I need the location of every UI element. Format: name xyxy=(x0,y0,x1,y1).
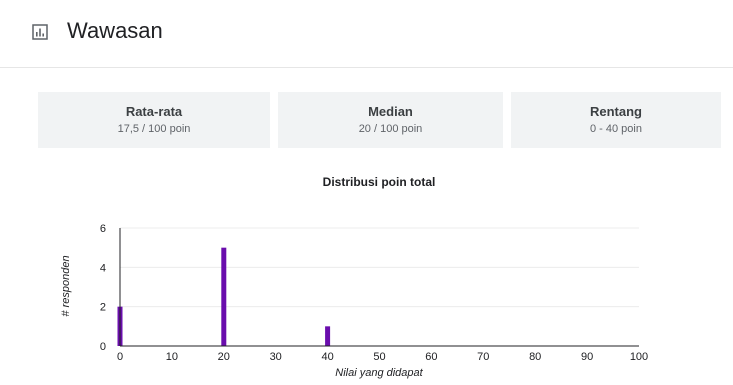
x-tick-label: 0 xyxy=(117,351,123,363)
range-stat-value: 0 - 40 poin xyxy=(590,123,642,135)
insights-header: Wawasan xyxy=(0,0,733,68)
average-stat-value: 17,5 / 100 poin xyxy=(117,123,191,135)
y-tick-label: 6 xyxy=(100,223,106,235)
range-stat-title: Rentang xyxy=(590,104,642,119)
x-tick-label: 70 xyxy=(477,351,489,363)
x-axis-label: Nilai yang didapat xyxy=(335,367,423,379)
y-tick-label: 4 xyxy=(100,262,106,274)
histogram-bar[interactable] xyxy=(221,247,227,346)
page-title: Wawasan xyxy=(67,18,163,43)
average-stat-card: Rata-rata 17,5 / 100 poin xyxy=(38,92,270,148)
x-tick-label: 90 xyxy=(581,351,593,363)
x-tick-label: 100 xyxy=(630,351,648,363)
x-tick-label: 10 xyxy=(166,351,178,363)
median-stat-card: Median 20 / 100 poin xyxy=(278,92,503,148)
x-tick-label: 80 xyxy=(529,351,541,363)
x-tick-label: 40 xyxy=(321,351,333,363)
median-stat-title: Median xyxy=(368,104,413,119)
chart-title: Distribusi poin total xyxy=(323,175,436,189)
median-stat-value: 20 / 100 poin xyxy=(358,123,423,135)
x-tick-label: 20 xyxy=(218,351,230,363)
average-stat-title: Rata-rata xyxy=(125,104,183,119)
y-tick-label: 2 xyxy=(100,302,106,314)
y-tick-label: 0 xyxy=(100,341,106,353)
y-axis-label: # responden xyxy=(60,255,72,316)
x-tick-label: 50 xyxy=(373,351,385,363)
x-tick-label: 30 xyxy=(270,351,282,363)
chart-bars-icon xyxy=(32,24,48,40)
x-tick-label: 60 xyxy=(425,351,437,363)
range-stat-card: Rentang 0 - 40 poin xyxy=(511,92,721,148)
histogram-bar[interactable] xyxy=(325,326,331,346)
